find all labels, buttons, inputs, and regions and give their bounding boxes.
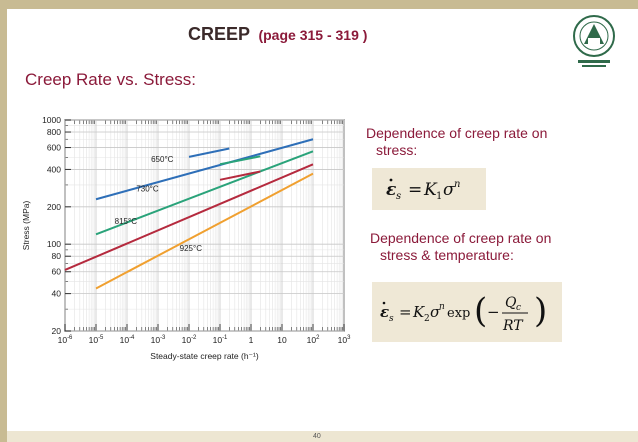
slide-title-pages: (page 315 - 319 ) (258, 27, 368, 43)
svg-text:n: n (439, 302, 445, 312)
series-line (95, 172, 314, 290)
svg-text:Q: Q (505, 295, 517, 311)
y-tick-label: 20 (52, 326, 62, 336)
stress-dependence-text: Dependence of creep rate on stress: (366, 125, 547, 159)
x-tick-label: 10-6 (58, 335, 73, 345)
y-tick-label: 80 (52, 251, 62, 261)
x-tick-label: 10-4 (120, 335, 135, 345)
y-tick-label: 1000 (42, 115, 61, 125)
stress-temperature-line1: Dependence of creep rate on (370, 230, 552, 246)
university-logo-icon (573, 15, 615, 67)
series-transition-segment (188, 147, 230, 158)
y-tick-label: 60 (52, 267, 62, 277)
y-tick-label: 100 (47, 239, 61, 249)
svg-text:2: 2 (424, 314, 430, 324)
svg-text:K: K (423, 180, 438, 200)
series-line (95, 150, 314, 236)
stress-temperature-dependence-text: Dependence of creep rate on stress & tem… (370, 230, 551, 264)
svg-text:c: c (516, 303, 521, 313)
stress-dependence-line1: Dependence of creep rate on (366, 125, 548, 141)
x-tick-label: 103 (338, 335, 351, 345)
y-tick-label: 40 (52, 289, 62, 299)
svg-text:σ: σ (443, 180, 455, 200)
frame-left-bar (0, 0, 7, 442)
svg-text:s: s (396, 191, 401, 202)
y-tick-label: 200 (47, 202, 61, 212)
y-tick-label: 800 (47, 127, 61, 137)
series-label: 650°C (151, 155, 174, 164)
svg-text:=: = (399, 303, 412, 321)
svg-text:ε: ε (380, 303, 389, 321)
series-line (64, 163, 314, 271)
series-transition-segment (219, 155, 261, 166)
svg-text:n: n (454, 179, 460, 190)
x-tick-label: 10-3 (151, 335, 166, 345)
frame-top-bar (7, 0, 638, 9)
stress-temperature-line2: stress & temperature: (380, 247, 514, 263)
frame-bottom-strip (7, 431, 638, 442)
svg-text:exp: exp (447, 306, 470, 321)
svg-text:): ) (534, 291, 547, 331)
svg-text:RT: RT (502, 318, 524, 334)
equation-stress-temperature: ε s = K 2 σ n exp ( − Q c RT ) (372, 282, 562, 342)
x-tick-label: 10-5 (89, 335, 104, 345)
y-tick-label: 400 (47, 164, 61, 174)
chart-heading: Creep Rate vs. Stress: (25, 70, 197, 89)
svg-text:(: ( (474, 291, 487, 331)
series-line (95, 138, 314, 201)
x-axis-label: Steady-state creep rate (h⁻¹) (150, 351, 259, 361)
series-label: 925°C (180, 244, 203, 253)
slide-title: CREEP (page 315 - 319 ) (188, 24, 367, 45)
x-tick-label: 10-2 (182, 335, 197, 345)
y-tick-label: 600 (47, 143, 61, 153)
equation-stress: ε s = K 1 σ n (372, 168, 486, 210)
page-number: 40 (313, 433, 321, 440)
svg-text:s: s (389, 314, 394, 324)
svg-text:ε: ε (386, 180, 396, 200)
svg-text:−: − (487, 303, 500, 321)
svg-text:1: 1 (436, 191, 442, 202)
svg-text:σ: σ (430, 303, 441, 321)
creep-rate-chart: 10-6 10-5 10-4 10-3 10-2 10-1 1 10 102 103 1000 800… (21, 115, 351, 361)
y-axis-label: Stress (MPa) (21, 201, 31, 251)
series-label: 815°C (115, 217, 138, 226)
plot-area (64, 119, 345, 332)
series-transition-segment (219, 170, 261, 181)
series-label: 730°C (136, 185, 159, 194)
stress-dependence-line2: stress: (376, 142, 418, 158)
svg-text:=: = (408, 180, 422, 200)
x-tick-label: 10-1 (213, 335, 228, 345)
x-tick-label: 10 (277, 335, 287, 345)
x-tick-label: 1 (249, 335, 254, 345)
x-tick-label: 102 (307, 335, 320, 345)
svg-text:K: K (412, 303, 425, 321)
slide-title-main: CREEP (188, 24, 251, 44)
